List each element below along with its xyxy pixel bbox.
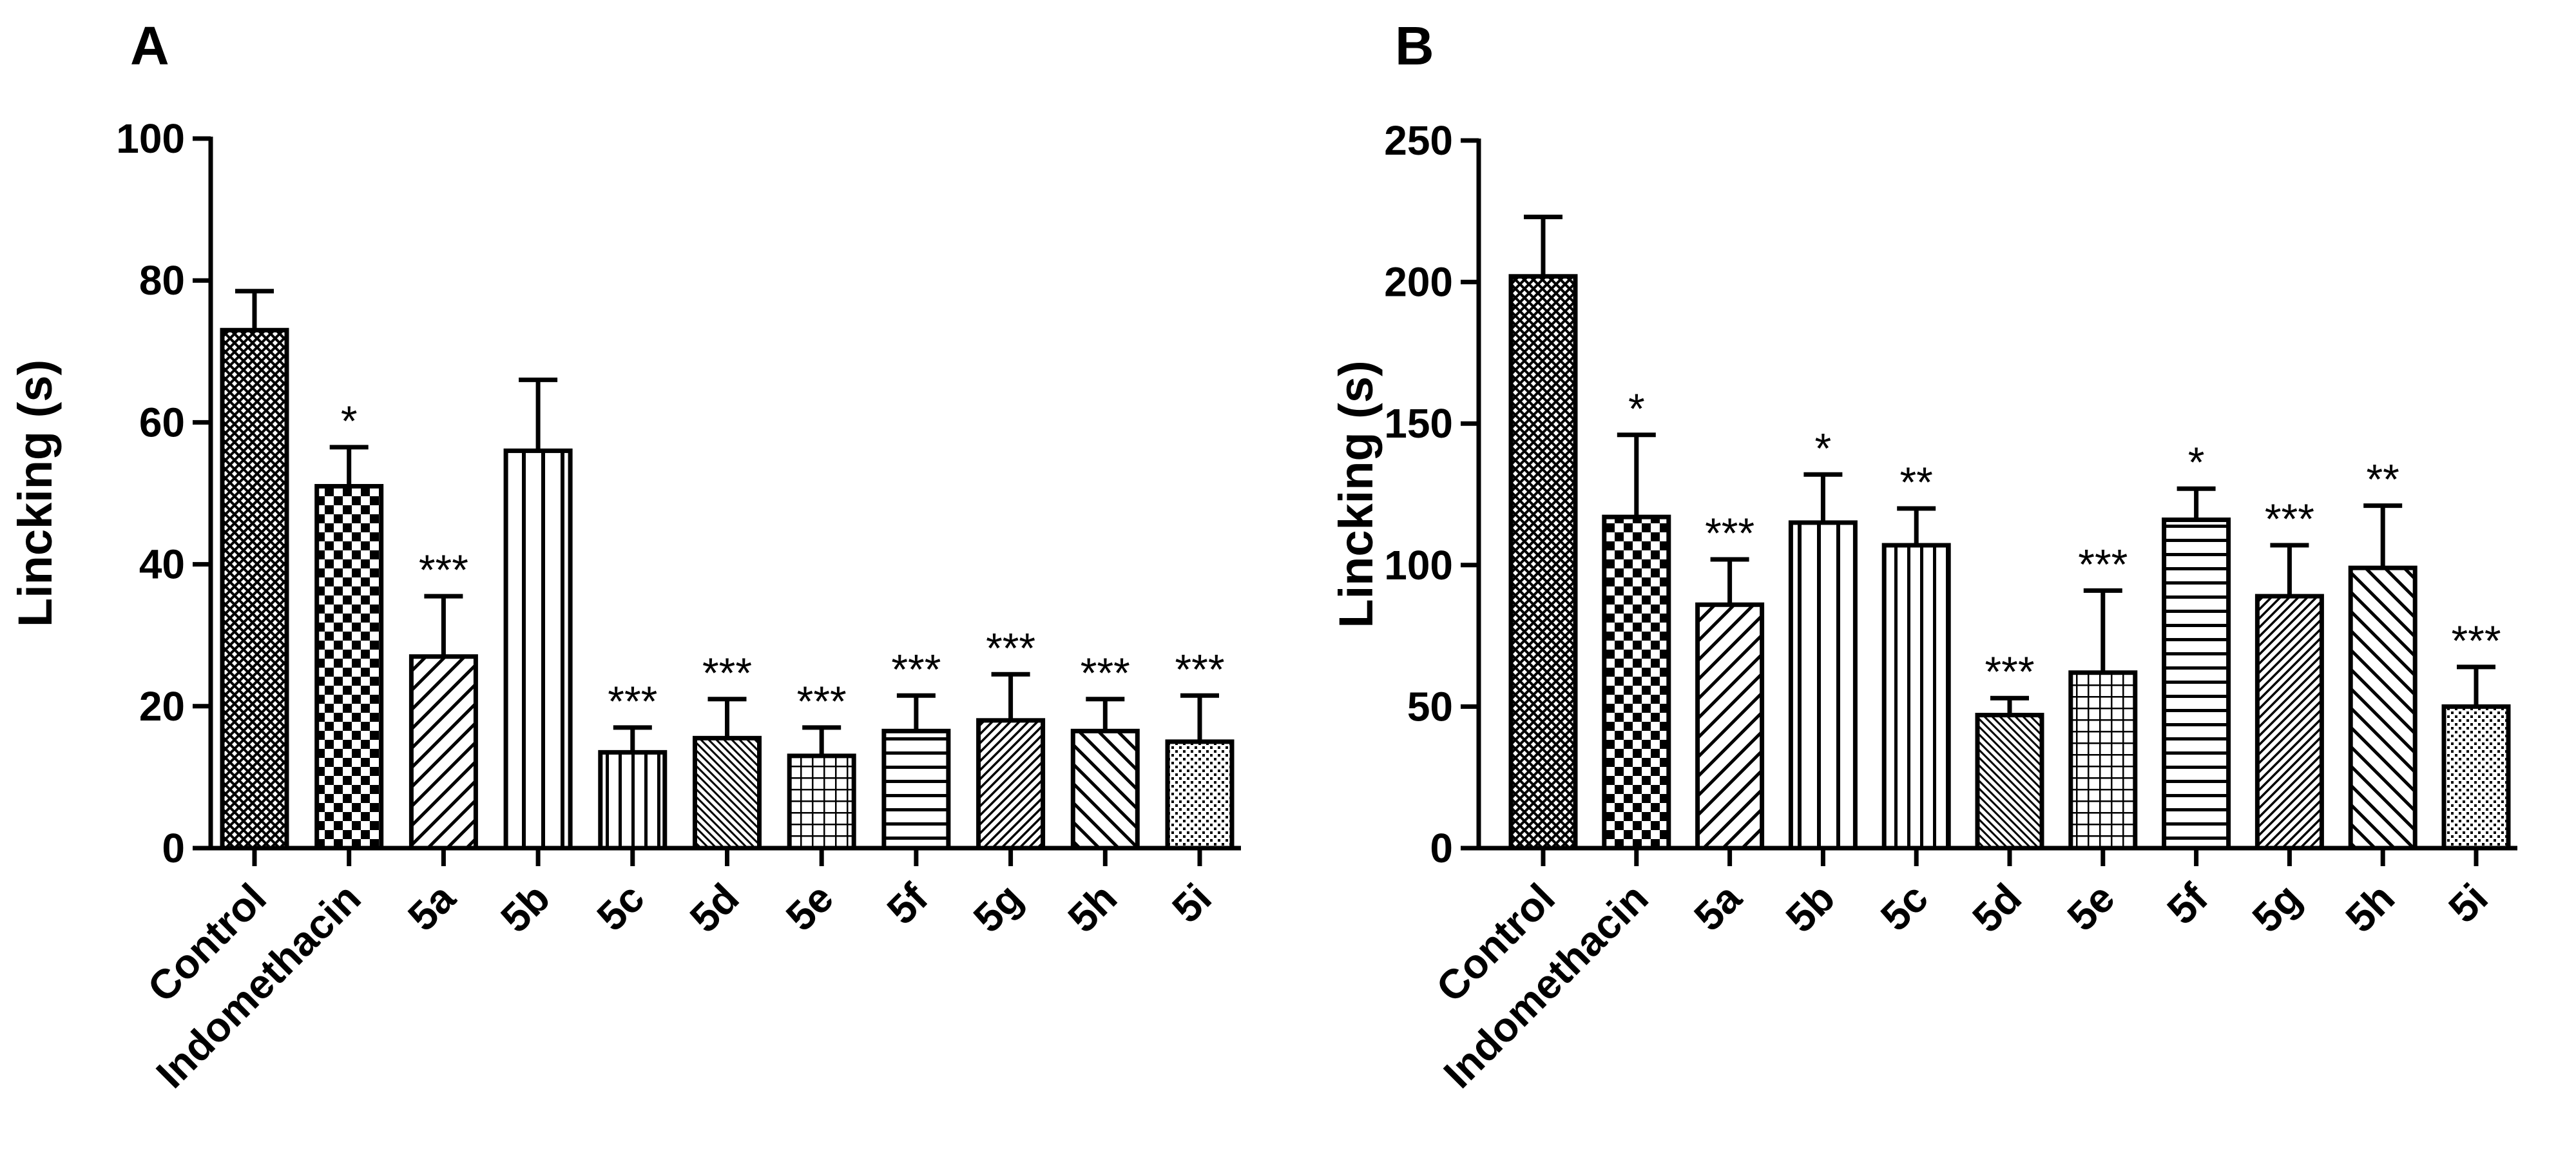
panel-a-x-tick-label-5g: 5g	[965, 875, 1032, 942]
panel-b-significance-5f: *	[2188, 438, 2205, 486]
panel-a-label: A	[130, 15, 169, 76]
panel-b-significance-5i: ***	[2451, 617, 2501, 664]
panel-b-x-tick-label-5e: 5e	[2058, 875, 2123, 940]
panel-a-significance-5e: ***	[797, 677, 847, 725]
panel-b-y-tick-label: 200	[1384, 259, 1453, 305]
panel-a-y-tick-label: 80	[139, 257, 185, 304]
panel-b-significance-5g: ***	[2265, 495, 2314, 543]
panel-b-y-tick-label: 0	[1430, 825, 1453, 871]
panel-a-x-tick-label-5e: 5e	[777, 875, 842, 940]
panel-a-x-tick-label-5d: 5d	[681, 875, 748, 942]
panel-a-y-tick-label: 100	[116, 115, 185, 162]
panel-a-significance-5i: ***	[1175, 645, 1224, 693]
panel-a-x-tick-label-5a: 5a	[399, 875, 465, 940]
panel-b-bar-5g	[2254, 594, 2324, 851]
panel-a-bar-5b	[503, 448, 573, 851]
panel-b-x-tick-label-5a: 5a	[1685, 875, 1751, 940]
panel-b-bar-indomethacin	[1602, 514, 1671, 851]
panel-b-significance-5a: ***	[1705, 509, 1754, 557]
panel-a-y-tick-label: 20	[139, 683, 185, 730]
panel-b-bar-5e	[2068, 670, 2138, 851]
panel-b-significance-5h: **	[2367, 456, 2399, 503]
panel-a-significance-5d: ***	[702, 649, 752, 697]
panel-a-y-tick-label: 60	[139, 399, 185, 445]
panel-b-x-tick-label-5i: 5i	[2439, 875, 2497, 932]
panel-b-y-axis-label: Lincking (s)	[1329, 360, 1383, 628]
panel-b-bar-5h	[2348, 565, 2417, 851]
panel-b-bar-5a	[1695, 602, 1765, 851]
panel-a-x-tick-label-5b: 5b	[492, 875, 559, 942]
panel-a-y-axis-label: Lincking (s)	[8, 360, 62, 627]
panel-b-bar-5d	[1975, 713, 2044, 851]
panel-a-x-tick-label-5c: 5c	[588, 875, 653, 940]
panel-a-bar-5f	[881, 728, 951, 851]
panel-b-y-tick-label: 150	[1384, 400, 1453, 447]
panel-a-bar-5e	[787, 753, 856, 851]
panel-a-significance-5a: ***	[419, 546, 468, 594]
panel-b-x-tick-label-5b: 5b	[1777, 875, 1844, 942]
panel-b-significance-indomethacin: *	[1628, 385, 1645, 432]
panel-a-bar-5g	[976, 718, 1046, 851]
panel-b-bar-5i	[2441, 704, 2511, 851]
panel-b-bar-5f	[2162, 518, 2231, 851]
panel-a-bar-control	[220, 327, 289, 851]
panel-b-y-tick-label: 250	[1384, 117, 1453, 164]
panel-b-y-tick-label: 100	[1384, 542, 1453, 588]
panel-b-x-tick-label-5h: 5h	[2336, 875, 2403, 942]
panel-b-bar-5c	[1881, 543, 1951, 851]
panel-a-bar-5h	[1070, 728, 1140, 851]
panel-a-x-tick-label-5h: 5h	[1059, 875, 1126, 942]
panel-a-significance-indomethacin: *	[341, 397, 358, 445]
panel-a-y-tick-label: 40	[139, 541, 185, 588]
panel-a-y-tick-label: 0	[162, 825, 185, 871]
panel-b-bar-5b	[1788, 520, 1858, 851]
panel-a-x-tick-label-5f: 5f	[878, 875, 937, 934]
panel-a-significance-5c: ***	[608, 677, 657, 725]
panel-a-x-tick-label-5i: 5i	[1163, 875, 1220, 932]
panel-a-significance-5g: ***	[986, 624, 1035, 672]
panel-b-bar-control	[1508, 274, 1578, 851]
panel-a-bar-5i	[1165, 739, 1235, 851]
panel-a-bar-5d	[693, 735, 762, 851]
panel-a-bar-5c	[598, 750, 668, 851]
panel-a-significance-5h: ***	[1081, 649, 1130, 697]
panel-b-significance-5e: ***	[2078, 540, 2128, 588]
panel-a-bar-5a	[409, 654, 478, 851]
panel-b-x-tick-label-5c: 5c	[1872, 875, 1937, 940]
panel-b-x-tick-label-5g: 5g	[2244, 875, 2311, 942]
panel-a-bar-indomethacin	[314, 483, 384, 851]
panel-b-x-tick-label-5f: 5f	[2158, 875, 2217, 934]
panel-b-significance-5b: *	[1815, 424, 1832, 472]
panel-b-x-tick-label-5d: 5d	[1963, 875, 2030, 942]
panel-b-label: B	[1395, 15, 1434, 76]
panel-b-significance-5c: **	[1900, 458, 1933, 506]
panel-a-significance-5f: ***	[891, 645, 941, 693]
panel-b-y-tick-label: 50	[1407, 683, 1453, 730]
panel-b-significance-5d: ***	[1985, 648, 2034, 695]
